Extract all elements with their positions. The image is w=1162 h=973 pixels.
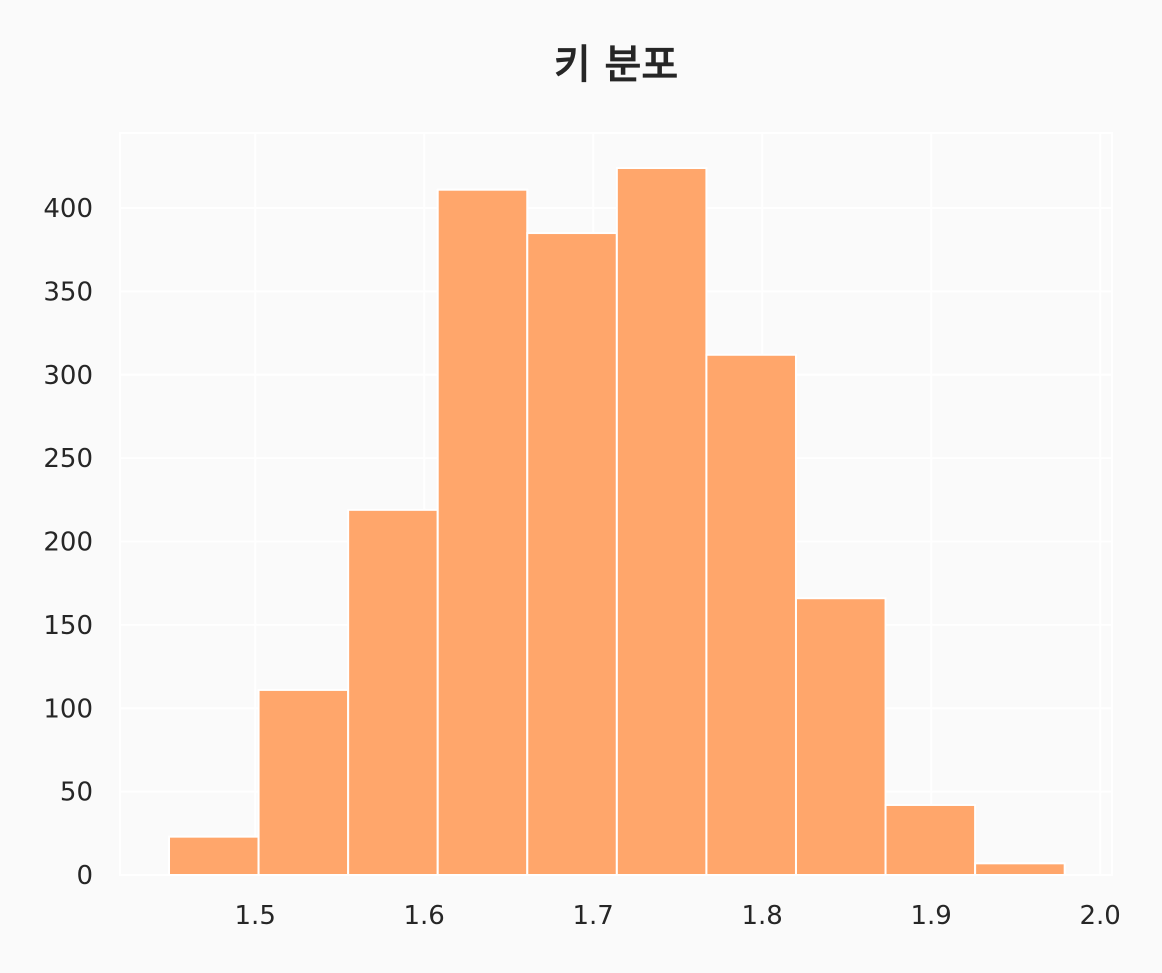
x-tick-label-2: 1.7 [573,901,614,931]
bars [168,167,1066,877]
y-tick-label-5: 250 [43,444,93,474]
x-tick-label-3: 1.8 [742,901,783,931]
y-tick-label-2: 100 [43,694,93,724]
y-tick-label-3: 150 [43,611,93,641]
histogram-bar-4 [526,232,618,877]
histogram-bar-3 [436,188,529,876]
y-tick-label-1: 50 [60,778,93,808]
y-tick-label-7: 350 [43,277,93,307]
histogram-bar-1 [257,688,350,877]
y-tick-labels: 0 50 100 150 200 250 300 350 400 [43,194,93,891]
x-tick-labels: 1.5 1.6 1.7 1.8 1.9 2.0 [235,901,1121,931]
x-tick-label-1: 1.6 [404,901,445,931]
y-tick-label-0: 0 [76,861,93,891]
histogram-bar-7 [794,597,887,876]
histogram-bar-0 [168,835,260,876]
chart-title: 키 분포 [554,42,678,88]
histogram-bar-8 [884,803,977,877]
histogram-bar-5 [615,167,708,876]
x-tick-label-4: 1.9 [910,901,951,931]
histogram-bar-2 [347,508,439,876]
histogram-bar-6 [705,353,797,876]
x-tick-label-5: 2.0 [1079,901,1120,931]
histogram-bar-9 [974,862,1066,876]
x-tick-label-0: 1.5 [235,901,276,931]
y-tick-label-6: 300 [43,361,93,391]
y-tick-label-8: 400 [43,194,93,224]
y-tick-label-4: 200 [43,528,93,558]
